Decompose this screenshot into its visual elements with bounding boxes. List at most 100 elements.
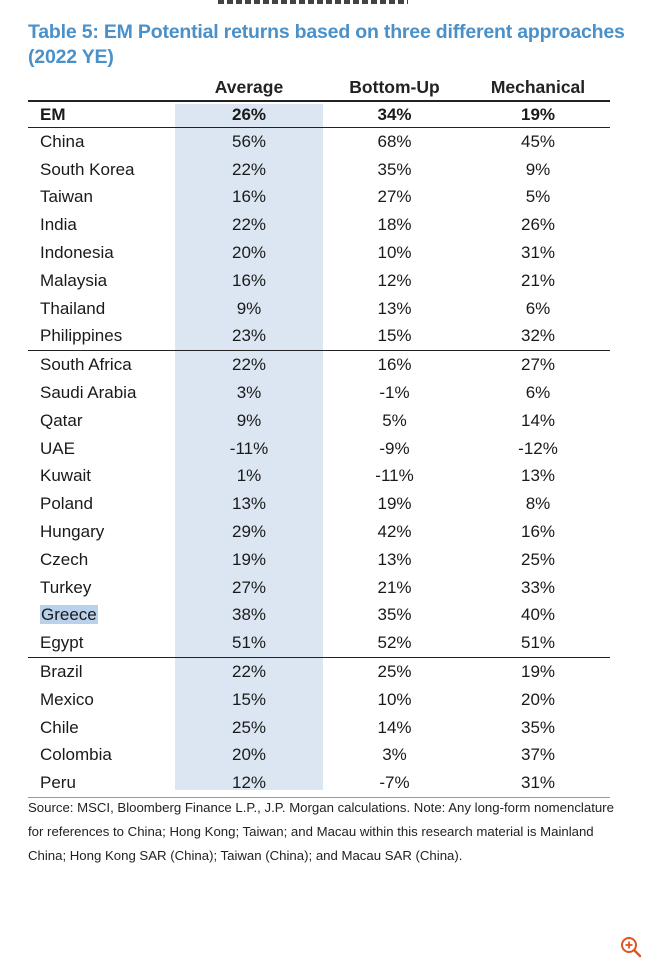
table-row: Poland 13% 19% 8% <box>28 490 610 518</box>
cell-average: 15% <box>231 689 267 709</box>
table-row: Philippines 23% 15% 32% <box>28 322 610 352</box>
cell-bottom-up: 10% <box>377 243 412 263</box>
table-row: UAE -11% -9% -12% <box>28 435 610 463</box>
cell-mechanical: 5% <box>525 187 551 207</box>
returns-table-container: Average Bottom-Up Mechanical EM 26% 34% … <box>28 74 610 799</box>
table-row-em: EM 26% 34% 19% <box>28 101 610 128</box>
cell-bottom-up: -9% <box>379 438 410 458</box>
cell-country: Colombia <box>40 745 112 765</box>
table-row: Kuwait 1% -11% 13% <box>28 463 610 491</box>
cell-mechanical: 27% <box>520 355 556 375</box>
cell-average: 22% <box>231 355 267 375</box>
cell-mechanical: 26% <box>520 215 556 235</box>
cell-bottom-up: 42% <box>377 522 412 542</box>
cell-country: Czech <box>40 549 89 569</box>
table-row: Qatar 9% 5% 14% <box>28 407 610 435</box>
cell-bottom-up: -1% <box>379 383 410 403</box>
cell-average: 23% <box>175 322 323 352</box>
table-row: Egypt 51% 52% 51% <box>28 629 610 659</box>
cell-mechanical: 37% <box>520 745 556 765</box>
source-note: Source: MSCI, Bloomberg Finance L.P., J.… <box>28 800 614 863</box>
cropped-heading-fragment <box>218 0 408 4</box>
cell-country: Taiwan <box>40 187 93 207</box>
cell-bottom-up: 10% <box>377 689 412 709</box>
cell-country: Mexico <box>40 689 94 709</box>
cell-average: 16% <box>231 187 267 207</box>
cell-bottom-up: 15% <box>323 322 466 352</box>
table-row: Taiwan 16% 27% 5% <box>28 184 610 212</box>
column-header-average: Average <box>175 74 323 102</box>
cell-country: Hungary <box>40 522 105 542</box>
table-row: Hungary 29% 42% 16% <box>28 518 610 546</box>
cell-bottom-up: 5% <box>382 410 407 430</box>
cell-mechanical: 6% <box>525 383 551 403</box>
cell-average: 9% <box>236 298 262 318</box>
cell-average: 13% <box>231 494 267 514</box>
cell-mechanical: 21% <box>520 270 556 290</box>
cell-average: 56% <box>231 131 267 151</box>
cell-bottom-up: 13% <box>377 298 412 318</box>
cell-bottom-up: 34% <box>323 101 466 128</box>
cell-mechanical: 13% <box>520 466 556 486</box>
cell-country: Brazil <box>40 662 83 682</box>
cell-average: 25% <box>231 717 267 737</box>
cell-bottom-up: 52% <box>323 629 466 659</box>
cell-mechanical: 31% <box>466 769 610 799</box>
cell-mechanical: 19% <box>520 662 556 682</box>
cell-country: China <box>40 131 85 151</box>
cell-average: 38% <box>231 605 267 625</box>
cell-average: 16% <box>231 270 267 290</box>
cell-mechanical: 6% <box>525 298 551 318</box>
cell-country: South Korea <box>40 159 135 179</box>
cell-bottom-up: 19% <box>377 494 412 514</box>
cell-country: Chile <box>40 717 79 737</box>
cell-country: Saudi Arabia <box>40 383 137 403</box>
zoom-in-icon[interactable] <box>620 936 642 958</box>
cell-mechanical: 19% <box>466 101 610 128</box>
table-row: Chile 25% 14% 35% <box>28 714 610 742</box>
cell-mechanical: 32% <box>466 322 610 352</box>
cell-average: 29% <box>231 522 267 542</box>
cell-country: Egypt <box>28 629 175 659</box>
cell-mechanical: 40% <box>520 605 556 625</box>
table-row: Brazil 22% 25% 19% <box>28 658 610 686</box>
cell-country: India <box>40 215 77 235</box>
table-row: China 56% 68% 45% <box>28 128 610 156</box>
cell-mechanical: 31% <box>520 243 556 263</box>
cell-bottom-up: 68% <box>377 131 412 151</box>
table-row: South Korea 22% 35% 9% <box>28 156 610 184</box>
cell-bottom-up: 18% <box>377 215 412 235</box>
cell-country: UAE <box>40 438 75 458</box>
cell-bottom-up: -11% <box>375 466 414 486</box>
cell-bottom-up: 13% <box>377 549 412 569</box>
cell-average: 1% <box>236 466 262 486</box>
cell-average: 9% <box>236 410 262 430</box>
table-row: Greece 38% 35% 40% <box>28 602 610 630</box>
cell-country: Philippines <box>28 322 175 352</box>
cell-average: 20% <box>231 243 267 263</box>
column-header-bottom-up: Bottom-Up <box>323 74 466 102</box>
cell-average: -11% <box>229 438 269 458</box>
table-row: Saudi Arabia 3% -1% 6% <box>28 379 610 407</box>
cell-mechanical: -12% <box>518 438 558 458</box>
cell-bottom-up: -7% <box>323 769 466 799</box>
cell-country: Malaysia <box>40 270 108 290</box>
cell-country: EM <box>28 101 175 128</box>
cell-bottom-up: 35% <box>377 605 412 625</box>
cell-average: 27% <box>231 577 267 597</box>
cell-average: 12% <box>175 769 323 799</box>
table-row: Malaysia 16% 12% 21% <box>28 267 610 295</box>
cell-mechanical: 51% <box>466 629 610 659</box>
table-row: South Africa 22% 16% 27% <box>28 351 610 379</box>
cell-country: Peru <box>28 769 175 799</box>
cell-country: Indonesia <box>40 243 114 263</box>
cell-average: 26% <box>175 101 323 128</box>
cell-mechanical: 33% <box>520 577 556 597</box>
average-column-shading <box>175 104 323 790</box>
table-row: Colombia 20% 3% 37% <box>28 742 610 770</box>
cell-average: 20% <box>231 745 267 765</box>
cell-mechanical: 14% <box>520 410 556 430</box>
cell-bottom-up: 21% <box>377 577 412 597</box>
cell-mechanical: 9% <box>525 159 551 179</box>
table-row: Turkey 27% 21% 33% <box>28 574 610 602</box>
